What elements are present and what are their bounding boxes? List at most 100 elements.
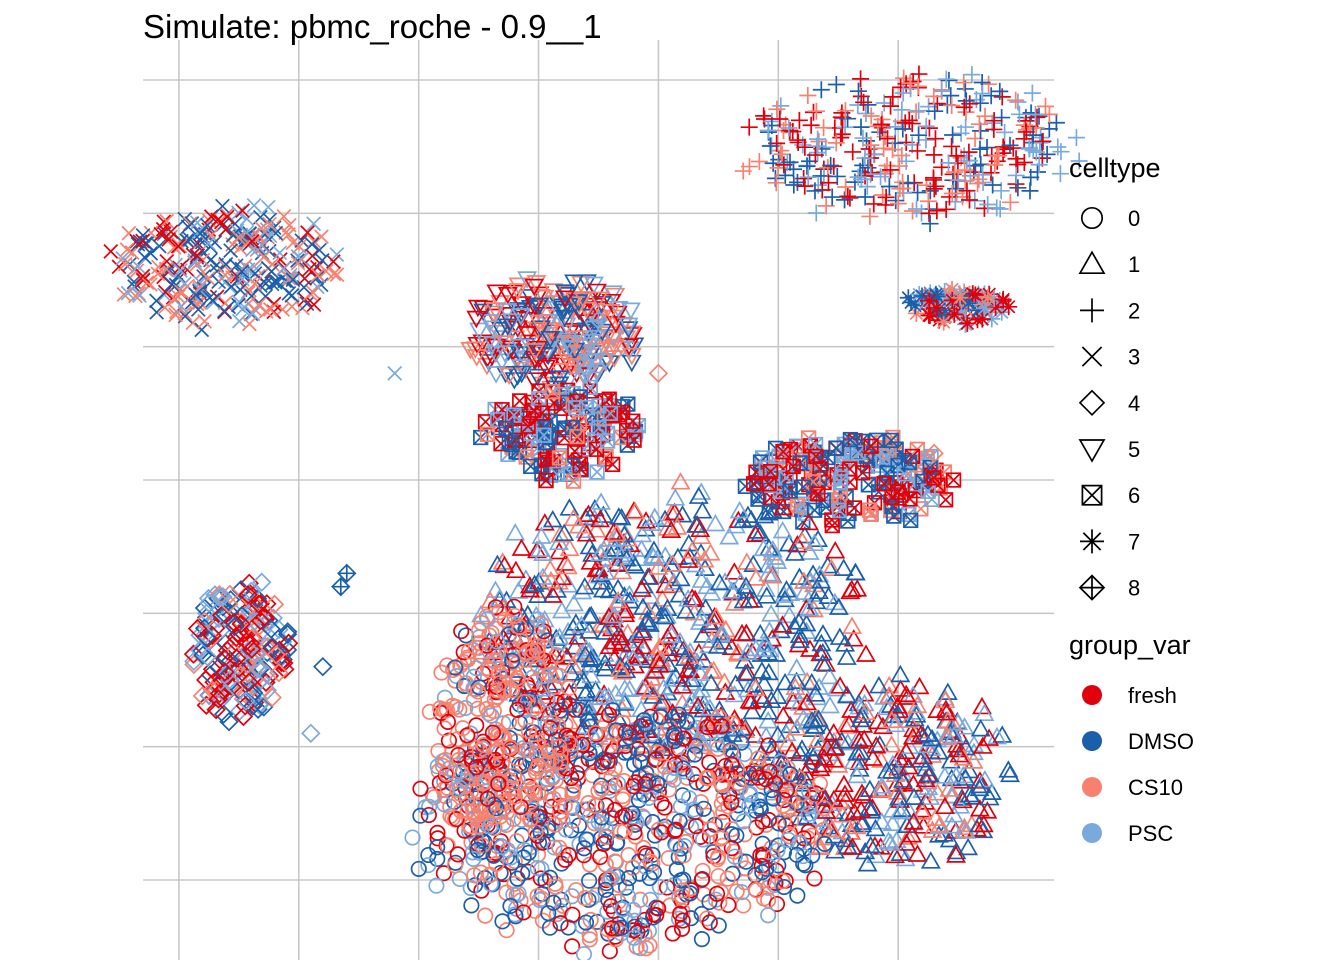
point-302: [919, 192, 937, 210]
point-1329: [846, 500, 862, 516]
point-966: [529, 297, 550, 316]
point-264: [944, 126, 962, 144]
point-568: [326, 266, 342, 282]
point-215: [917, 117, 935, 135]
point-818: [541, 322, 562, 340]
point-261: [986, 156, 1004, 174]
point-299: [921, 215, 939, 233]
celltype-legend-item-7: 7: [1080, 529, 1140, 554]
legend: celltype 0 1 2 3 4 5 6 7 8 group_var fresh DMSO CS…: [1069, 153, 1194, 846]
point-48: [799, 87, 817, 105]
point-898: [619, 338, 640, 356]
point-134: [1007, 150, 1025, 168]
point-964: [574, 358, 595, 377]
point-660: [936, 282, 954, 300]
point-574: [194, 234, 210, 250]
point-895: [573, 339, 594, 357]
point-101: [933, 158, 951, 176]
point-324: [761, 137, 779, 155]
point-1865: [855, 644, 876, 662]
point-223: [806, 182, 824, 200]
point-237: [1027, 143, 1045, 161]
point-312: [875, 139, 893, 157]
point-2503: [498, 922, 515, 939]
point-3045: [656, 799, 673, 816]
point-1116: [605, 456, 621, 473]
point-581: [310, 267, 326, 283]
point-560: [242, 316, 257, 332]
point-536: [290, 255, 306, 271]
point-634: [235, 203, 250, 219]
point-469: [284, 288, 300, 303]
point-160: [839, 110, 857, 128]
point-1122: [536, 427, 552, 443]
point-573: [259, 222, 275, 238]
point-1052: [589, 464, 605, 480]
point-471: [239, 211, 255, 227]
point-1635: [816, 654, 836, 672]
point-607: [314, 229, 329, 245]
point-678: [953, 302, 971, 320]
point-912: [511, 359, 532, 377]
point-285: [943, 184, 961, 202]
point-876: [510, 346, 530, 364]
point-716: [920, 292, 938, 310]
point-1077: [518, 449, 534, 465]
point-163: [971, 140, 989, 158]
point-67: [1004, 139, 1022, 157]
point-627: [217, 267, 233, 283]
point-329: [979, 195, 997, 213]
point-164: [879, 130, 897, 148]
point-1327: [785, 458, 801, 475]
point-929: [579, 353, 600, 372]
point-602: [164, 276, 180, 292]
point-303: [833, 125, 851, 143]
celltype-legend-items: 0 1 2 3 4 5 6 7 8: [1078, 206, 1140, 601]
point-562: [159, 253, 175, 269]
point-1284: [808, 448, 824, 465]
point-712: [928, 287, 946, 305]
point-915: [497, 303, 518, 321]
point-154: [884, 88, 902, 106]
point-1302: [862, 502, 878, 518]
point-661: [907, 304, 925, 322]
group-var-legend-key-CS10: [1082, 777, 1102, 797]
point-3570: [387, 365, 403, 381]
point-3190: [412, 780, 429, 797]
point-613: [188, 287, 204, 303]
point-2723: [701, 914, 718, 931]
point-608: [262, 216, 277, 232]
point-19: [982, 164, 1000, 182]
celltype-legend-item-6: 6: [1081, 483, 1140, 508]
point-174: [869, 117, 887, 135]
point-487: [264, 276, 280, 292]
point-620: [237, 265, 253, 281]
point-694: [940, 293, 958, 311]
group-var-legend-item-fresh: fresh: [1082, 683, 1177, 708]
point-948: [494, 335, 515, 353]
point-194: [928, 202, 946, 220]
point-277: [907, 200, 925, 218]
point-313: [849, 82, 867, 100]
point-680: [973, 291, 991, 309]
point-295: [956, 161, 974, 179]
point-323: [740, 118, 758, 136]
point-483: [305, 248, 320, 264]
point-792: [527, 368, 548, 387]
point-949: [517, 326, 538, 344]
point-604: [150, 259, 166, 275]
point-127: [854, 129, 872, 147]
point-507: [172, 260, 187, 276]
point-305: [1030, 156, 1048, 174]
point-954: [618, 321, 639, 339]
point-175: [852, 70, 870, 88]
point-236: [881, 161, 899, 179]
point-594: [282, 271, 298, 286]
point-254: [849, 168, 867, 186]
point-481: [264, 264, 279, 279]
point-935: [524, 278, 545, 297]
celltype-legend-item-3: 3: [1081, 345, 1140, 370]
point-99: [865, 195, 883, 213]
point-643: [899, 289, 917, 307]
point-946: [573, 365, 594, 383]
